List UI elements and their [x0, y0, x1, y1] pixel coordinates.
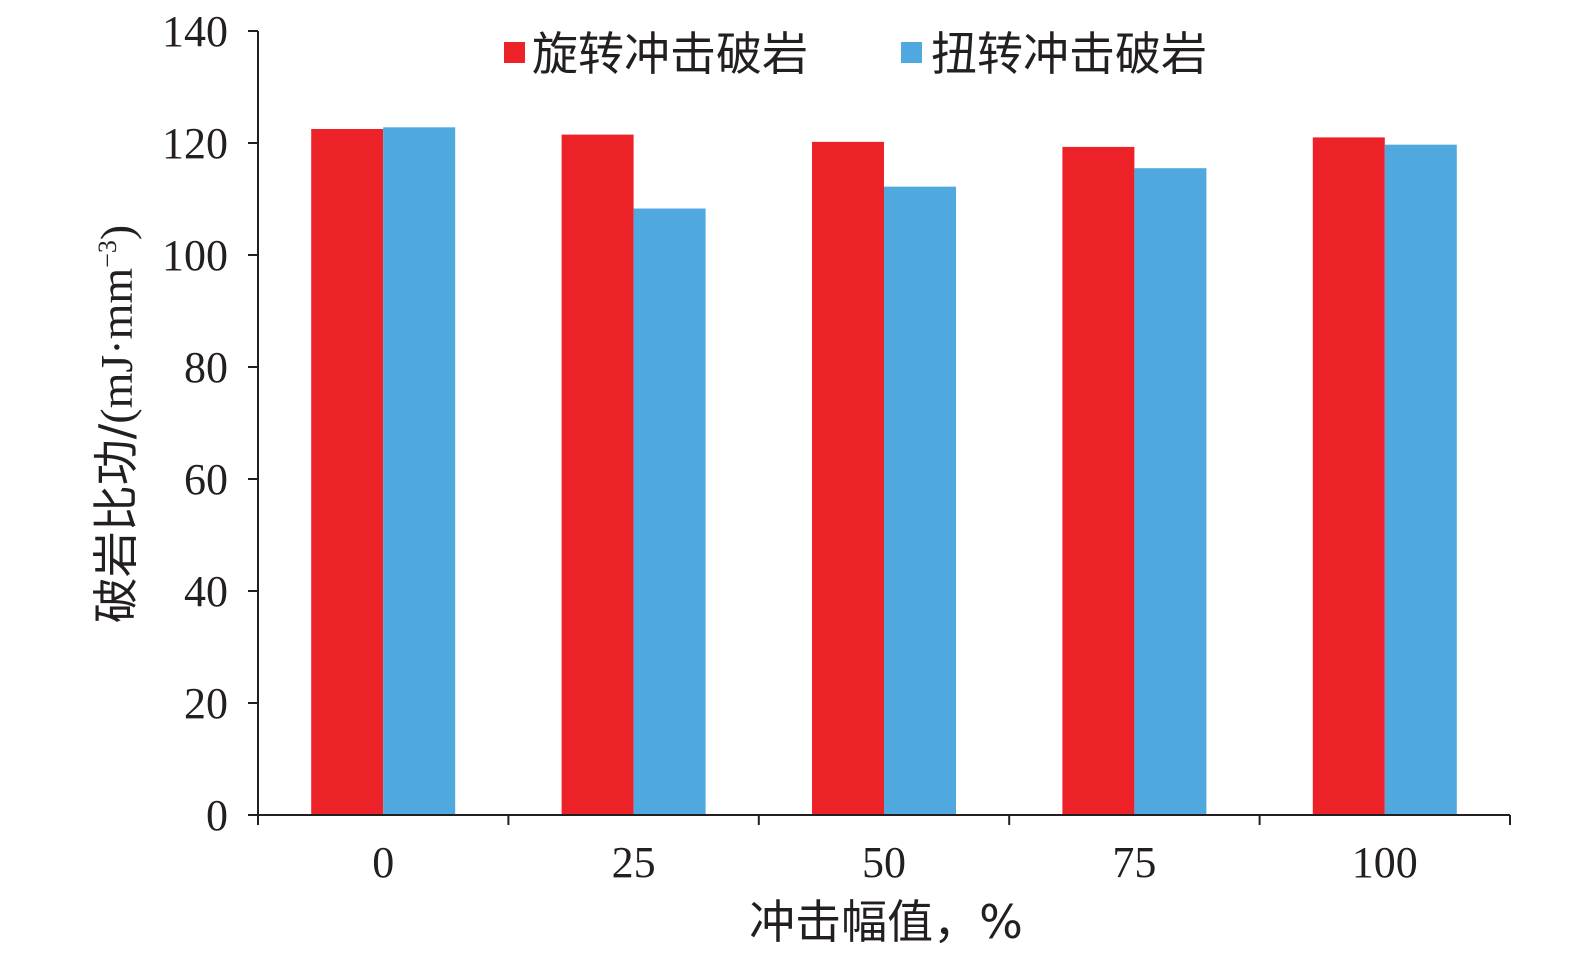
- y-tick-label: 120: [162, 119, 228, 168]
- bar-series-2-50: [884, 186, 956, 815]
- bars-group: [311, 127, 1457, 816]
- bar-series-1-75: [1062, 146, 1135, 816]
- y-tick-label: 0: [206, 791, 228, 840]
- y-axis-title-close: ): [91, 225, 142, 240]
- bar-series-1-100: [1312, 137, 1385, 815]
- legend-swatch-series-1: [504, 42, 525, 63]
- bar-series-2-25: [633, 208, 706, 815]
- legend-label-series-1: 旋转冲击破岩: [532, 27, 808, 81]
- y-tick-label: 140: [162, 7, 228, 56]
- legend: 旋转冲击破岩 扭转冲击破岩: [504, 27, 1207, 81]
- y-tick-label: 60: [184, 455, 228, 504]
- bar-series-2-100: [1384, 144, 1457, 815]
- bar-series-2-75: [1134, 168, 1207, 815]
- bar-series-1-25: [561, 134, 634, 816]
- y-tick-label: 20: [184, 679, 228, 728]
- y-axis-title-sup: −3: [93, 240, 122, 268]
- bar-series-1-50: [812, 141, 884, 815]
- x-tick-label: 25: [612, 838, 656, 887]
- x-tick-label: 50: [862, 838, 906, 887]
- y-tick-label: 80: [184, 343, 228, 392]
- y-axis-title-main: 破岩比功/: [89, 423, 143, 623]
- y-tick-label: 100: [162, 231, 228, 280]
- bar-series-1-0: [311, 129, 384, 815]
- legend-label-series-2: 扭转冲击破岩: [931, 27, 1207, 81]
- y-axis-title: 破岩比功/(mJ·mm−3): [89, 225, 143, 623]
- x-axis-title: 冲击幅值，%: [749, 895, 1023, 949]
- x-tick-label: 0: [372, 838, 394, 887]
- y-axis-title-unit: (mJ·mm: [91, 268, 142, 424]
- bar-series-2-0: [383, 127, 456, 815]
- x-axis-ticks: 0 25 50 75 100: [257, 815, 1511, 887]
- y-tick-label: 40: [184, 567, 228, 616]
- x-tick-label: 75: [1112, 838, 1156, 887]
- y-axis-ticks: 0 20 40 60 80 100 120 140: [162, 7, 258, 840]
- x-tick-label: 100: [1352, 838, 1418, 887]
- legend-swatch-series-2: [901, 42, 922, 63]
